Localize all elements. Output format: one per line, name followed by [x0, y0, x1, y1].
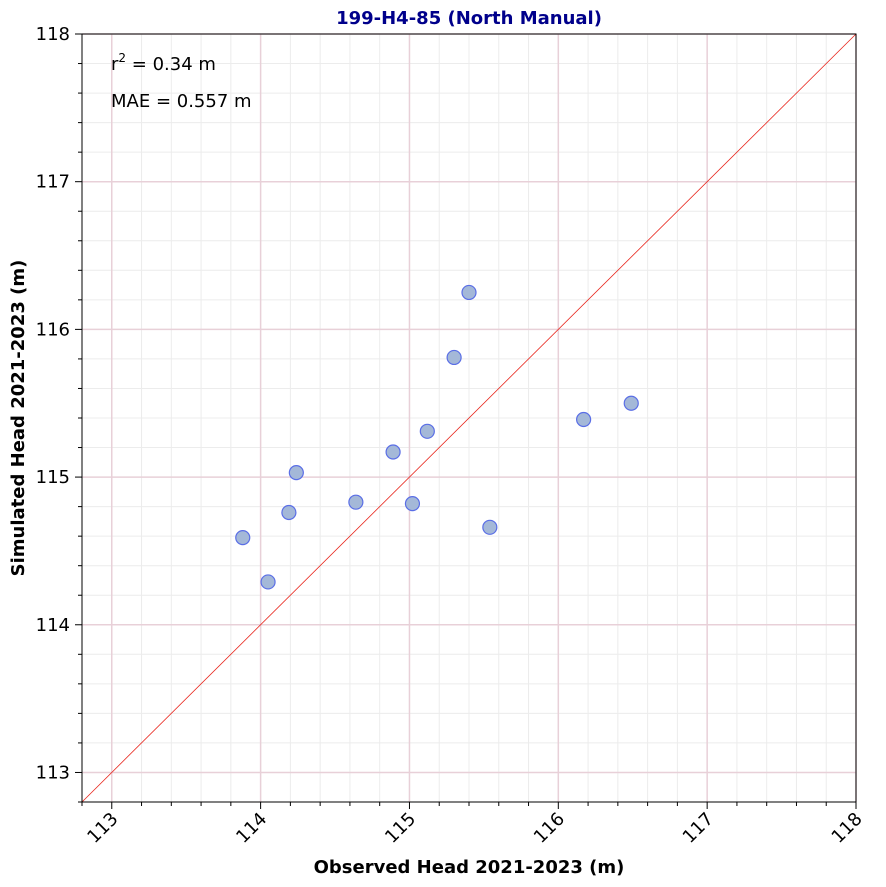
minor-grid [81, 34, 856, 803]
chart-title: 199-H4-85 (North Manual) [336, 8, 602, 29]
y-axis-ticks: 113 114 115 116 117 118 [36, 24, 82, 803]
x-axis-label: Observed Head 2021-2023 (m) [314, 857, 625, 878]
x-axis-ticks: 113 114 115 116 117 118 [81, 802, 867, 848]
data-point [235, 530, 251, 546]
one-to-one-line [81, 33, 857, 803]
x-tick-label: 117 [679, 809, 718, 848]
data-point [419, 423, 435, 439]
x-tick-label: 116 [530, 809, 569, 848]
data-point [348, 494, 364, 510]
data-point [446, 349, 462, 366]
data-point [281, 504, 297, 521]
y-tick-label: 115 [36, 467, 70, 488]
mae-annotation: MAE = 0.557 m [111, 91, 252, 112]
x-tick-label: 118 [828, 809, 867, 848]
x-tick-label: 115 [381, 809, 420, 848]
y-tick-label: 117 [36, 172, 70, 193]
data-points [235, 284, 639, 590]
data-point [288, 465, 304, 481]
y-tick-label: 114 [36, 615, 70, 636]
data-point [482, 519, 498, 535]
y-axis-label: Simulated Head 2021-2023 (m) [8, 260, 29, 577]
r-squared-annotation: r2 = 0.34 m [111, 51, 216, 75]
data-point [576, 411, 592, 428]
x-tick-label: 114 [232, 809, 271, 848]
data-point [623, 395, 639, 411]
y-tick-label: 113 [36, 762, 70, 783]
data-point [385, 444, 401, 460]
x-tick-label: 113 [83, 809, 122, 848]
data-point [260, 574, 276, 590]
data-point [461, 284, 477, 301]
data-point [404, 496, 421, 512]
y-tick-label: 116 [36, 319, 70, 340]
y-tick-label: 118 [36, 24, 70, 45]
